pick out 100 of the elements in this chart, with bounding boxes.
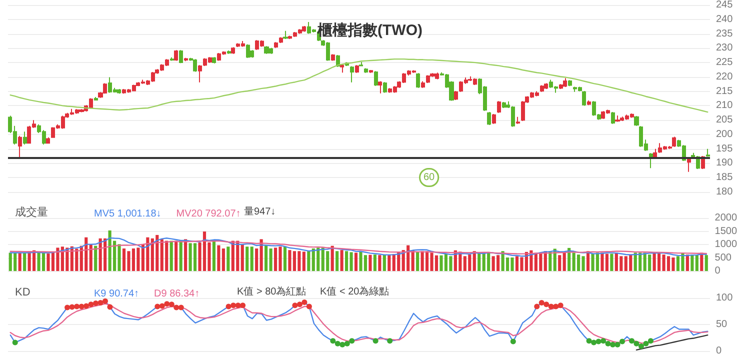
point xyxy=(334,340,340,346)
point xyxy=(240,302,246,308)
candlestick xyxy=(649,152,653,169)
point xyxy=(64,304,70,310)
y-tick-label: 210 xyxy=(716,100,734,112)
y-tick-label: 100 xyxy=(716,292,734,304)
point xyxy=(93,300,98,306)
bar xyxy=(255,248,258,271)
bar xyxy=(18,252,22,271)
candlestick xyxy=(516,116,520,124)
point xyxy=(605,340,611,346)
candlestick xyxy=(653,148,657,158)
series-label: MV5 1,001.18↓ xyxy=(94,208,162,220)
y-tick-label: 215 xyxy=(716,86,734,97)
point xyxy=(344,340,350,346)
candlestick xyxy=(416,72,420,88)
text: 櫃檯指數(TWO) xyxy=(316,22,422,39)
candlestick xyxy=(179,50,183,64)
y-tick-label: 230 xyxy=(716,42,734,54)
candlestick xyxy=(502,101,506,108)
bar xyxy=(690,254,694,271)
bar xyxy=(184,239,188,271)
y-tick-label: 220 xyxy=(716,71,734,82)
candlestick xyxy=(611,112,615,124)
series-label: D9 86.34↑ xyxy=(154,288,200,300)
y-tick-label: 0 xyxy=(714,266,721,276)
candlestick xyxy=(568,80,572,87)
candlestick xyxy=(23,131,27,146)
bar xyxy=(472,251,476,271)
point xyxy=(510,338,516,344)
chart-title: 成交量 xyxy=(15,206,48,218)
point xyxy=(638,343,644,349)
candlestick xyxy=(350,66,354,83)
bar xyxy=(193,243,197,271)
candlestick xyxy=(634,116,639,126)
point xyxy=(620,338,625,344)
candlestick xyxy=(587,100,591,106)
point xyxy=(614,342,620,348)
bar xyxy=(302,252,306,271)
point xyxy=(553,304,559,310)
candlestick xyxy=(706,148,710,158)
y-tick-label: 200 xyxy=(716,128,734,140)
candlestick xyxy=(264,46,269,54)
point xyxy=(168,302,174,308)
bar xyxy=(378,255,382,271)
y-tick-label: 235 xyxy=(716,28,734,40)
candlestick xyxy=(378,80,382,94)
candlestick xyxy=(359,61,363,67)
bar xyxy=(307,251,310,271)
y-tick-label: 225 xyxy=(716,57,734,68)
point xyxy=(74,304,80,310)
candlestick xyxy=(487,112,491,126)
bar xyxy=(170,240,173,271)
bar xyxy=(382,254,386,271)
candlestick xyxy=(117,88,121,94)
bar xyxy=(260,239,263,271)
text: K值 < 20為綠點 xyxy=(320,286,390,298)
candlestick xyxy=(672,136,676,148)
point xyxy=(302,299,308,305)
candlestick xyxy=(544,82,548,90)
bar xyxy=(89,244,92,271)
bar xyxy=(246,246,249,271)
series-label: K9 90.74↑ xyxy=(94,288,140,300)
candlestick xyxy=(374,70,378,86)
y-tick-label: 185 xyxy=(716,172,734,184)
y-tick-label: 2000 xyxy=(714,212,738,224)
candlestick xyxy=(198,64,202,83)
y-tick-label: 1500 xyxy=(714,226,738,237)
point xyxy=(330,338,336,344)
candlestick xyxy=(421,80,425,88)
bar xyxy=(586,251,590,271)
y-tick-label: 180 xyxy=(716,186,734,198)
bar xyxy=(212,240,216,271)
point xyxy=(88,302,94,308)
point xyxy=(306,304,312,310)
bar xyxy=(686,254,689,271)
bar xyxy=(388,255,391,271)
y-tick-label: 195 xyxy=(716,143,734,154)
y-tick-label: 1000 xyxy=(714,239,738,250)
bar xyxy=(373,254,376,271)
point xyxy=(102,298,108,304)
point xyxy=(628,338,634,344)
text: K值 > 80為紅點 xyxy=(237,286,306,298)
point xyxy=(174,304,180,310)
candlestick xyxy=(231,46,235,54)
y-tick-label: 245 xyxy=(716,0,734,10)
candlestick xyxy=(497,100,501,114)
point xyxy=(107,304,113,310)
candlestick xyxy=(79,108,84,113)
line-series xyxy=(636,334,708,351)
point xyxy=(610,342,616,348)
bar xyxy=(695,254,698,271)
candlestick xyxy=(174,50,178,62)
point xyxy=(164,301,170,307)
candlestick xyxy=(94,96,98,102)
candlestick xyxy=(184,57,188,62)
bar xyxy=(368,254,372,271)
candlestick xyxy=(582,90,586,106)
text: MV20 792.07↑ xyxy=(176,208,241,220)
chart-title: KD xyxy=(15,286,30,298)
